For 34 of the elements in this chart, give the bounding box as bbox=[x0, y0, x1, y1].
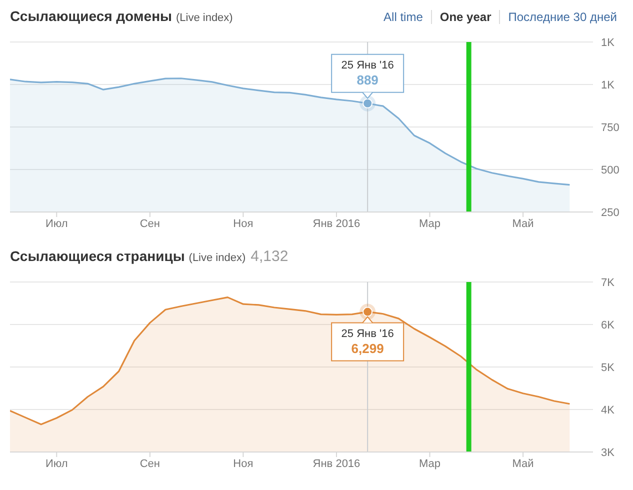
y-tick-label: 750 bbox=[601, 122, 620, 134]
x-tick-label: Янв 2016 bbox=[312, 458, 360, 470]
chart-title: Ссылающиеся домены bbox=[10, 8, 172, 24]
x-tick-label: Июл bbox=[45, 218, 68, 230]
x-tick-label: Мар bbox=[418, 458, 441, 470]
annotation: 25 Янв '16 bbox=[341, 328, 394, 340]
x-tick-label: Ноя bbox=[233, 218, 254, 230]
x-tick-label: Май bbox=[512, 458, 534, 470]
x-tick-label: Сен bbox=[140, 458, 160, 470]
y-tick-label: 4K bbox=[601, 404, 616, 416]
chart-subtitle: (Live index) bbox=[176, 12, 233, 24]
y-tick-label: 1K bbox=[601, 36, 616, 49]
text: One year bbox=[430, 10, 500, 24]
chart-title: Ссылающиеся страницы bbox=[10, 248, 185, 264]
y-tick-label: 500 bbox=[601, 164, 620, 176]
y-tick-label: 5K bbox=[601, 362, 616, 374]
text: All time bbox=[382, 10, 424, 24]
x-tick-label: Май bbox=[512, 218, 534, 230]
y-tick-label: 3K bbox=[601, 446, 616, 459]
chart-subtitle: (Live index) bbox=[188, 252, 246, 264]
annotation: 6,299 bbox=[351, 340, 384, 356]
y-tick-label: 1K bbox=[601, 79, 616, 92]
x-tick-label: Янв 2016 bbox=[312, 218, 360, 230]
text: 4,132 bbox=[250, 248, 288, 265]
x-tick-label: Июл bbox=[45, 458, 68, 470]
y-tick-label: 250 bbox=[601, 206, 620, 219]
x-tick-label: Мар bbox=[418, 218, 441, 230]
annotation: 25 Янв '16 bbox=[341, 59, 394, 72]
x-tick-label: Сен bbox=[140, 218, 160, 230]
x-tick-label: Ноя bbox=[233, 458, 254, 470]
y-tick-label: 6K bbox=[601, 319, 616, 332]
annotation: 889 bbox=[356, 72, 378, 88]
text: Последние 30 дней bbox=[499, 10, 625, 24]
y-tick-label: 7K bbox=[601, 276, 616, 289]
